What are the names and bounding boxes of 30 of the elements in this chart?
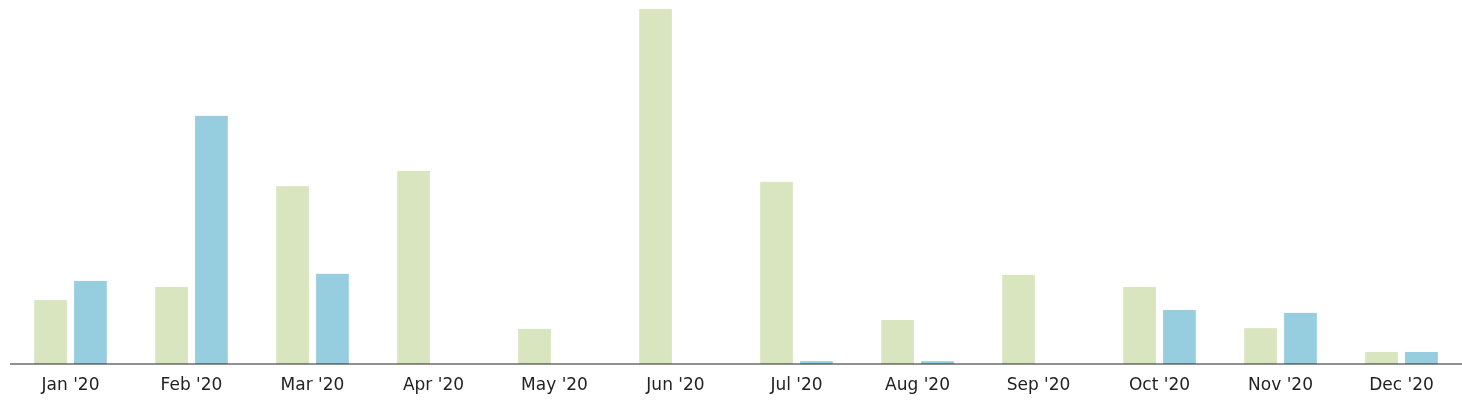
x-tick-label: Jun '20: [645, 374, 705, 395]
bar: [518, 328, 551, 364]
x-tick-label: Nov '20: [1248, 374, 1313, 395]
bar: [1163, 310, 1196, 364]
bar: [1405, 351, 1438, 364]
bar: [1284, 312, 1317, 364]
bar: [34, 300, 67, 364]
bar: [74, 280, 107, 364]
bar: [1002, 274, 1035, 364]
bar: [155, 286, 188, 364]
bar: [1123, 286, 1156, 364]
bar: [760, 181, 793, 364]
bar: [397, 170, 430, 364]
bar: [276, 186, 309, 364]
x-tick-label: Oct '20: [1128, 374, 1191, 395]
x-tick-label: Feb '20: [160, 374, 223, 395]
bar: [195, 115, 228, 364]
bar: [881, 319, 914, 364]
x-tick-label: Jul '20: [769, 374, 823, 395]
bar: [639, 9, 672, 364]
x-tick-label: Jan '20: [40, 374, 100, 395]
bar: [1365, 351, 1398, 364]
x-tick-label: Apr '20: [402, 374, 465, 395]
x-tick-label: May '20: [521, 374, 588, 395]
x-tick-label: Dec '20: [1369, 374, 1434, 395]
x-tick-label: Aug '20: [885, 374, 950, 395]
x-tick-label: Sep '20: [1006, 374, 1071, 395]
bar: [316, 273, 349, 364]
x-tick-label: Mar '20: [280, 374, 345, 395]
bar: [1244, 328, 1277, 364]
